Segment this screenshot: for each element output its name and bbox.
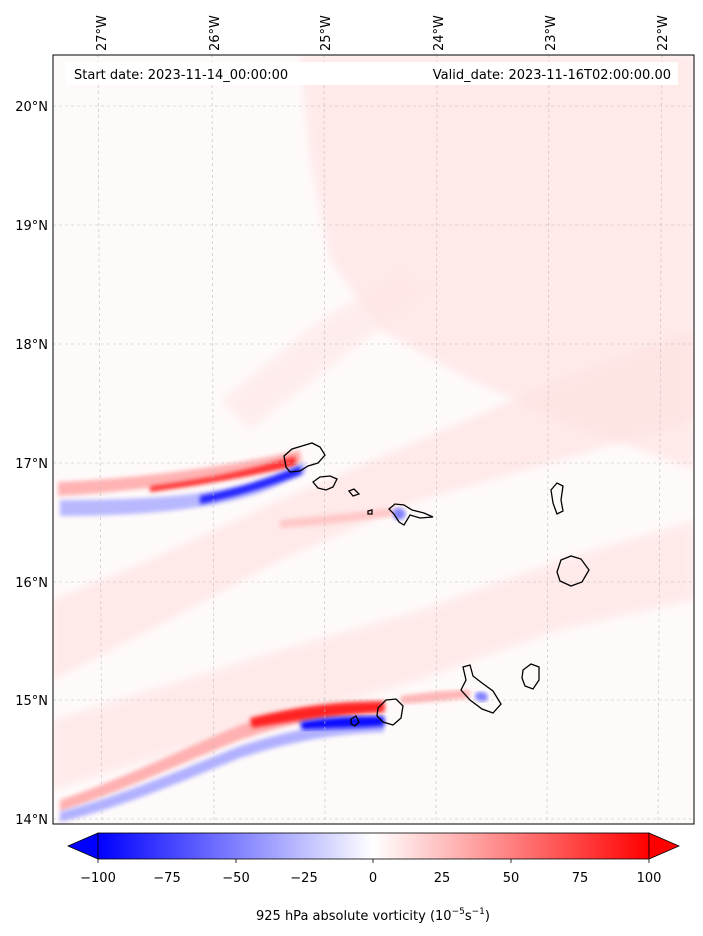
lon-label: 25°W — [319, 15, 334, 51]
light-positive-band-north — [53, 330, 694, 680]
colorbar: −100 −75 −50 −25 0 25 50 75 100 925 hPa … — [66, 832, 681, 924]
lon-label: 27°W — [95, 15, 110, 51]
island-santiago — [460, 664, 502, 714]
gridlines — [53, 54, 694, 825]
east-wake-red — [400, 690, 470, 704]
north-wake-blue — [200, 466, 302, 504]
colorbar-tick-label: −100 — [80, 871, 116, 886]
colorbar-max-extend — [648, 832, 681, 860]
map-frame — [52, 54, 695, 825]
lat-label: 15°N — [15, 694, 48, 709]
island-brava — [350, 715, 360, 727]
island-ilheu — [367, 509, 373, 515]
header-box — [66, 62, 678, 85]
lat-label: 14°N — [15, 813, 48, 828]
lon-label: 24°W — [432, 15, 447, 51]
island-maio — [521, 663, 540, 690]
coastlines — [283, 442, 590, 727]
colorbar-min-extend — [66, 832, 99, 860]
north-wake-light-blue — [60, 462, 306, 516]
colorbar-tick-label: 25 — [434, 871, 451, 886]
start-date-label: Start date: 2023-11-14_00:00:00 — [74, 68, 288, 83]
latitude-labels: 20°N 19°N 18°N 17°N 16°N 15°N 14°N — [15, 100, 48, 828]
island-santa-luzia — [347, 488, 361, 497]
colorbar-tick-label: −50 — [222, 871, 249, 886]
vorticity-field — [53, 55, 694, 822]
colorbar-gradient — [97, 832, 650, 860]
colorbar-title: 925 hPa absolute vorticity (10−5s−1) — [256, 907, 490, 924]
island-sao-nicolau — [388, 503, 434, 526]
lat-label: 20°N — [15, 100, 48, 115]
lat-label: 18°N — [15, 338, 48, 353]
colorbar-tick-label: 100 — [637, 871, 662, 886]
light-positive-region — [300, 55, 694, 470]
north-wake-light-red — [58, 450, 302, 496]
colorbar-ticks — [97, 859, 650, 863]
colorbar-tick-label: 0 — [369, 871, 377, 886]
lat-label: 17°N — [15, 457, 48, 472]
lon-label: 23°W — [544, 15, 559, 51]
island-sal — [550, 482, 564, 515]
central-wake-red — [280, 508, 394, 528]
south-wake-blue — [300, 716, 384, 730]
south-wake-light-blue — [60, 720, 384, 822]
colorbar-tick-label: 50 — [503, 871, 520, 886]
south-wake-red — [250, 702, 384, 728]
island-boa-vista — [556, 555, 590, 587]
lat-label: 16°N — [15, 576, 48, 591]
island-santo-antao — [283, 442, 326, 473]
island-sao-vicente — [312, 475, 338, 491]
colorbar-tick-label: −75 — [153, 871, 180, 886]
north-wake-red — [150, 456, 297, 492]
light-positive-band-south — [53, 520, 694, 790]
light-positive-streak — [220, 270, 430, 430]
lon-label: 26°W — [208, 15, 223, 51]
colorbar-tick-label: −25 — [290, 871, 317, 886]
valid-date-label: Valid_date: 2023-11-16T02:00:00.00 — [433, 68, 671, 83]
lon-label: 22°W — [656, 15, 671, 51]
east-island-blue — [475, 691, 488, 702]
longitude-labels: 27°W 26°W 25°W 24°W 23°W 22°W — [95, 15, 671, 51]
island-fogo — [376, 698, 404, 726]
colorbar-tick-label: 75 — [572, 871, 589, 886]
lat-label: 19°N — [15, 219, 48, 234]
